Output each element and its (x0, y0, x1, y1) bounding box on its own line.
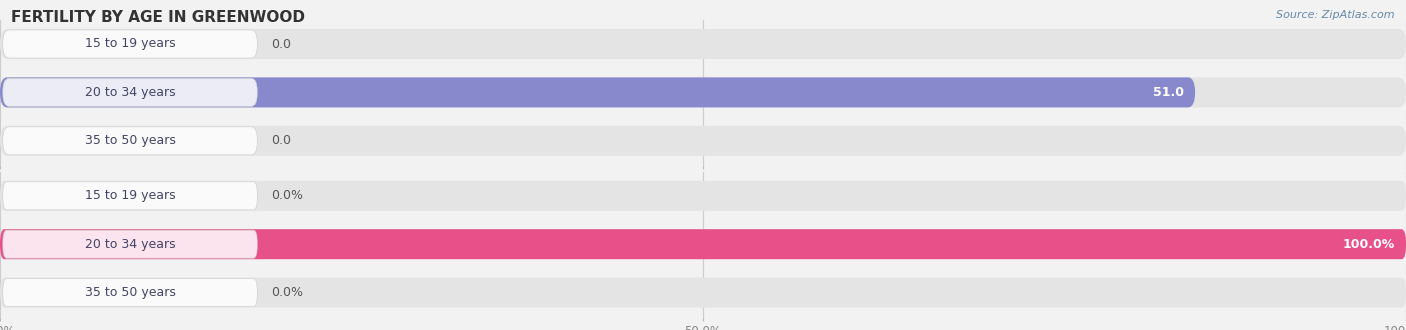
FancyBboxPatch shape (3, 127, 257, 155)
Text: 15 to 19 years: 15 to 19 years (84, 38, 176, 50)
Text: 0.0: 0.0 (271, 134, 291, 147)
Text: 35 to 50 years: 35 to 50 years (84, 134, 176, 147)
Text: 35 to 50 years: 35 to 50 years (84, 286, 176, 299)
FancyBboxPatch shape (0, 126, 1406, 156)
FancyBboxPatch shape (0, 229, 1406, 259)
FancyBboxPatch shape (0, 181, 1406, 211)
FancyBboxPatch shape (0, 29, 1406, 59)
FancyBboxPatch shape (0, 229, 1406, 259)
FancyBboxPatch shape (0, 278, 1406, 308)
Text: Source: ZipAtlas.com: Source: ZipAtlas.com (1277, 10, 1395, 20)
FancyBboxPatch shape (3, 279, 257, 307)
Text: 0.0%: 0.0% (271, 286, 304, 299)
Text: 0.0: 0.0 (271, 38, 291, 50)
FancyBboxPatch shape (0, 78, 1195, 107)
Text: 51.0: 51.0 (1153, 86, 1184, 99)
Text: 0.0%: 0.0% (271, 189, 304, 202)
Text: 20 to 34 years: 20 to 34 years (84, 238, 176, 251)
Text: 20 to 34 years: 20 to 34 years (84, 86, 176, 99)
Text: FERTILITY BY AGE IN GREENWOOD: FERTILITY BY AGE IN GREENWOOD (11, 10, 305, 25)
Text: 100.0%: 100.0% (1343, 238, 1395, 251)
FancyBboxPatch shape (0, 78, 1406, 107)
FancyBboxPatch shape (3, 230, 257, 258)
FancyBboxPatch shape (3, 182, 257, 210)
FancyBboxPatch shape (3, 78, 257, 107)
Text: 15 to 19 years: 15 to 19 years (84, 189, 176, 202)
FancyBboxPatch shape (3, 30, 257, 58)
